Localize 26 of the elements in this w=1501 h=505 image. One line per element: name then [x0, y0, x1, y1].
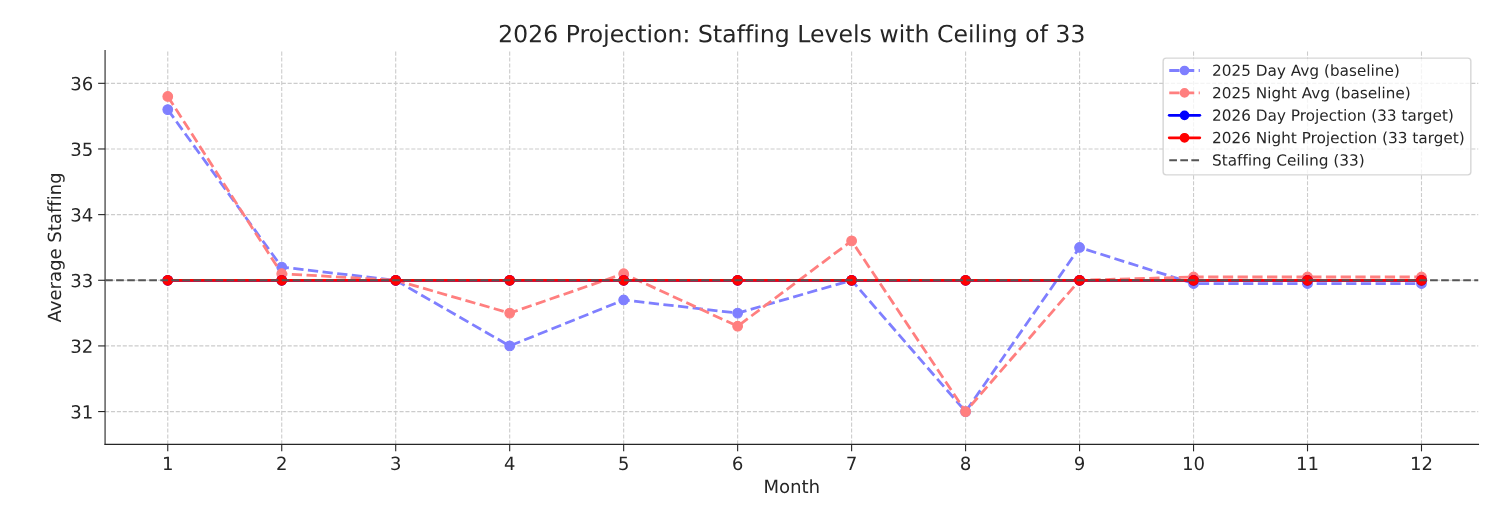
legend-label: 2026 Day Projection (33 target) — [1213, 109, 1453, 124]
x-tick-label: 8 — [961, 456, 971, 471]
y-tick-label: 32 — [71, 339, 92, 354]
x-tick-label: 12 — [1411, 456, 1432, 470]
x-tick-label: 5 — [619, 456, 628, 471]
legend-label: 2025 Day Avg (baseline) — [1213, 64, 1399, 80]
legend-label: 2025 Night Avg (baseline) — [1213, 86, 1410, 102]
x-tick-label: 1 — [164, 456, 172, 470]
x-tick-label: 4 — [504, 456, 515, 470]
y-tick-label: 36 — [71, 76, 93, 91]
legend-label: 2026 Night Projection (33 target) — [1213, 131, 1464, 147]
y-tick-label: 34 — [71, 208, 93, 222]
legend-label: Staffing Ceiling (33) — [1213, 153, 1364, 169]
y-tick-label: 31 — [71, 405, 92, 419]
x-tick-label: 6 — [733, 456, 743, 471]
x-tick-label: 2 — [277, 456, 286, 470]
x-tick-label: 9 — [1074, 456, 1085, 471]
x-tick-label: 7 — [847, 456, 856, 470]
x-tick-label: 10 — [1184, 456, 1204, 471]
x-tick-label: 11 — [1298, 456, 1318, 470]
y-tick-label: 33 — [71, 273, 92, 288]
x-axis-title: Month — [765, 479, 819, 494]
y-tick-label: 35 — [71, 142, 92, 157]
x-tick-label: 3 — [391, 456, 401, 471]
chart-title: 2026 Projection: Staffing Levels with Ceiling of 33 — [499, 24, 1084, 48]
y-axis-title: Average Staffing — [47, 174, 65, 323]
